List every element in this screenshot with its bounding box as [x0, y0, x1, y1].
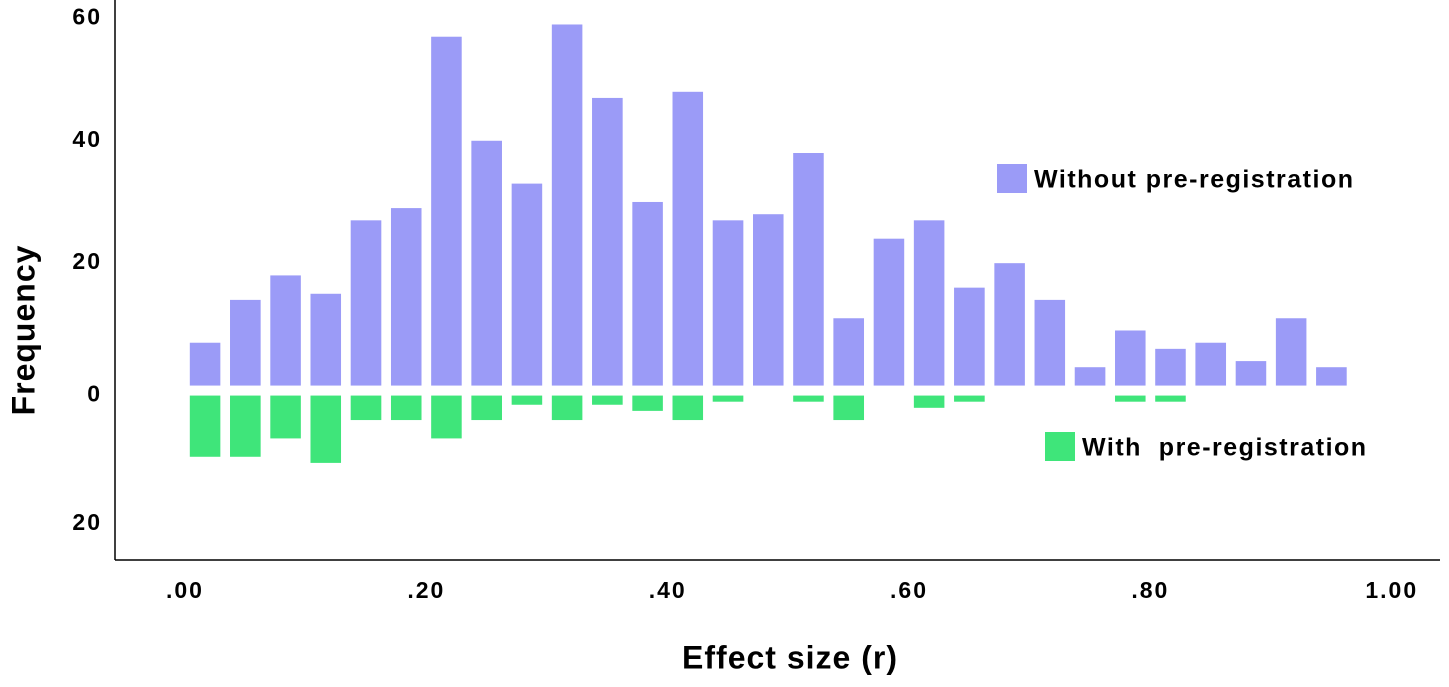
bar	[994, 263, 1025, 386]
bar	[1195, 342, 1227, 386]
legend-label: Without pre-registration	[1034, 166, 1355, 194]
x-tick-label: .40	[649, 577, 687, 603]
bar	[1155, 348, 1186, 386]
bar	[954, 287, 985, 386]
bar	[1155, 395, 1186, 402]
legend-swatch	[1045, 432, 1075, 461]
bar	[551, 24, 583, 386]
bar	[551, 395, 583, 421]
bar	[1275, 318, 1307, 386]
bar	[672, 395, 704, 421]
bar	[1235, 361, 1267, 386]
y-axis-title: Frequency	[5, 245, 41, 416]
x-tick-label: .00	[166, 577, 204, 603]
bar	[873, 238, 905, 386]
bar	[431, 36, 462, 386]
x-tick-label: 1.00	[1365, 577, 1418, 603]
bar	[350, 395, 382, 421]
legend-label: With pre-registration	[1082, 434, 1368, 462]
bar	[833, 318, 865, 386]
legend-swatch	[997, 164, 1027, 193]
bar	[511, 183, 543, 386]
bar	[230, 395, 261, 457]
bar	[270, 275, 301, 386]
bar	[592, 395, 623, 405]
bar	[390, 208, 422, 386]
y-tick-label: 20	[72, 509, 102, 535]
bar	[1115, 395, 1146, 402]
bar	[1115, 330, 1146, 386]
bar	[752, 214, 784, 386]
bar	[913, 220, 945, 386]
x-tick-label: .80	[1131, 577, 1169, 603]
bar	[1034, 299, 1066, 386]
bar	[793, 395, 824, 402]
bar	[1074, 367, 1106, 386]
bar	[592, 97, 623, 386]
x-tick-label: .60	[890, 577, 928, 603]
bar	[390, 395, 422, 421]
y-tick-label: 0	[87, 381, 102, 407]
bar	[712, 220, 744, 386]
bar	[672, 91, 704, 386]
y-tick-label: 40	[72, 126, 102, 152]
bar	[712, 395, 744, 402]
bar	[189, 342, 221, 386]
bar	[632, 201, 663, 386]
bar	[913, 395, 945, 408]
bar	[431, 395, 462, 439]
bar	[1316, 367, 1347, 386]
bar	[471, 395, 502, 421]
bar	[270, 395, 301, 439]
bar	[511, 395, 543, 405]
bar	[230, 299, 261, 386]
bar	[471, 140, 502, 386]
x-axis-title: Effect size (r)	[682, 639, 898, 675]
bar	[310, 395, 342, 463]
y-tick-label: 60	[72, 3, 102, 29]
bar	[793, 153, 824, 386]
bar	[833, 395, 865, 421]
bar	[632, 395, 663, 411]
x-tick-label: .20	[407, 577, 445, 603]
bar	[189, 395, 221, 457]
bar	[310, 293, 342, 386]
bar	[350, 220, 382, 386]
bar	[954, 395, 985, 402]
y-tick-label: 20	[72, 248, 102, 274]
